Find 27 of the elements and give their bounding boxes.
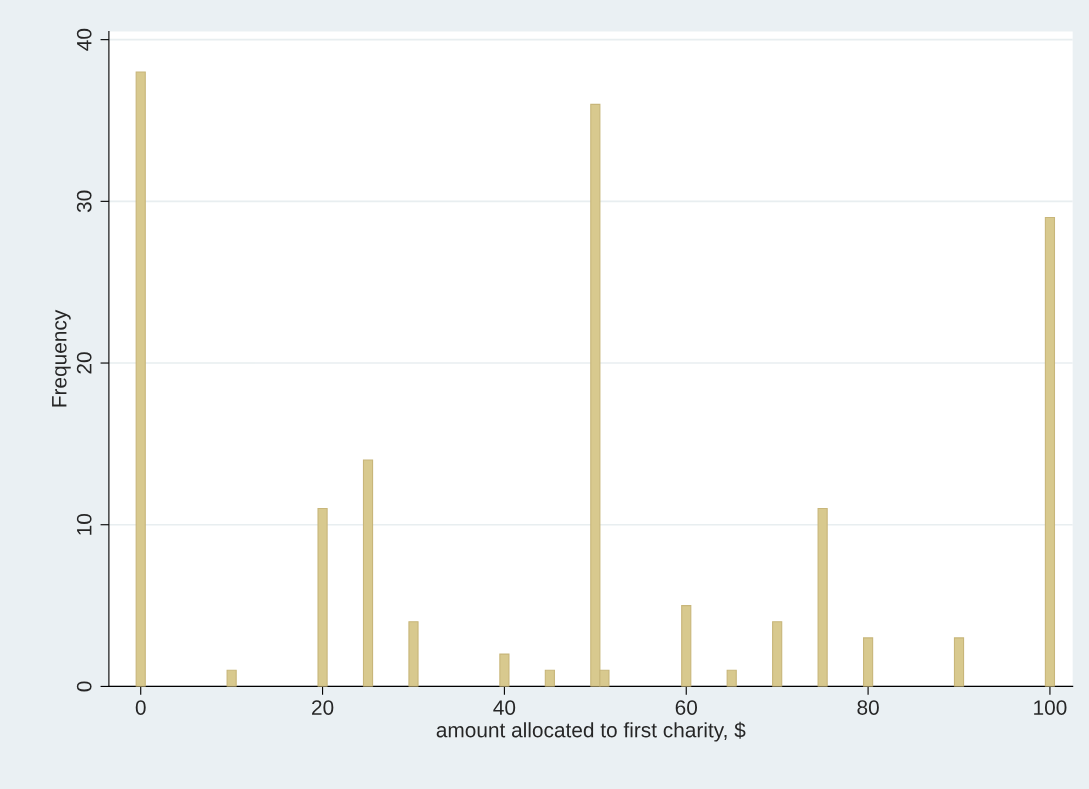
bar [726,669,737,687]
bar [135,71,146,687]
bar [544,669,555,687]
bar [362,459,374,687]
bar [772,621,783,687]
bar [499,653,510,687]
bar [226,669,237,687]
x-tick-label: 80 [857,700,879,715]
bar [408,621,419,687]
x-axis-title: amount allocated to first charity, $ [436,721,746,742]
bar [1044,216,1056,687]
bar [681,605,692,687]
x-tick-label: 60 [675,700,698,715]
x-tick-label: 20 [312,700,334,715]
y-tick-label: 10 [76,513,92,535]
x-tick-label: 40 [493,700,516,715]
bar [817,508,828,687]
y-tick-label: 20 [76,352,92,374]
bar [953,637,965,687]
bar [317,508,328,687]
y-tick-label: 40 [76,28,92,51]
y-axis-title: Frequency [52,309,71,407]
x-tick-label: 100 [1034,700,1067,715]
y-tick-label: 0 [76,681,92,692]
y-tick-label: 30 [76,190,92,213]
x-tick-label: 0 [135,700,146,715]
bar [862,637,874,687]
